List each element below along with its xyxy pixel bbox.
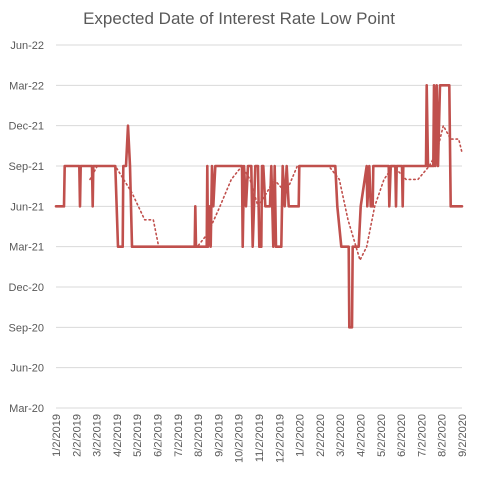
y-tick-label: Mar-22: [9, 80, 44, 92]
y-tick-label: Jun-20: [10, 363, 44, 375]
y-tick-label: Mar-21: [9, 242, 44, 254]
x-tick-label: 11/2/2019: [254, 414, 266, 462]
x-tick-label: 10/2/2019: [234, 414, 246, 463]
x-tick-label: 3/2/2019: [92, 414, 104, 457]
y-tick-label: Jun-21: [10, 201, 44, 213]
series-line-solid: [54, 84, 464, 329]
x-tick-label: 8/2/2020: [437, 414, 449, 457]
x-tick-label: 7/2/2020: [416, 414, 428, 457]
y-tick-label: Sep-20: [9, 322, 44, 334]
y-tick-label: Mar-20: [9, 403, 44, 415]
x-tick-label: 7/2/2019: [173, 414, 185, 457]
y-tick-label: Jun-22: [10, 40, 44, 52]
x-tick-label: 1/2/2020: [295, 414, 307, 457]
y-tick-label: Dec-20: [9, 282, 44, 294]
x-tick-label: 4/2/2019: [112, 414, 124, 457]
x-axis-tick-labels: 1/2/2019 2/2/2019 3/2/2019 4/2/2019 5/2/2019…: [51, 414, 469, 463]
series-lines: [54, 84, 464, 329]
x-tick-label: 2/2/2020: [315, 414, 327, 457]
x-tick-label: 2/2/2019: [71, 414, 83, 457]
y-axis-tick-labels: Jun-22 Mar-22 Dec-21 Sep-21 Jun-21 Mar-21 Dec-…: [9, 40, 44, 415]
x-tick-label: 1/2/2019: [51, 414, 63, 457]
x-tick-label: 6/2/2020: [396, 414, 408, 457]
x-tick-label: 4/2/2020: [356, 414, 368, 457]
x-tick-label: 6/2/2019: [153, 414, 165, 457]
x-tick-label: 12/2/2019: [274, 414, 286, 463]
x-tick-label: 3/2/2020: [335, 414, 347, 457]
series-line-dotted: [89, 124, 463, 261]
x-tick-label: 9/2/2019: [213, 414, 225, 457]
x-tick-label: 5/2/2020: [376, 414, 388, 457]
y-tick-label: Dec-21: [9, 121, 44, 133]
x-tick-label: 8/2/2019: [193, 414, 205, 457]
x-tick-label: 9/2/2020: [457, 414, 469, 457]
x-tick-label: 5/2/2019: [132, 414, 144, 457]
y-tick-label: Sep-21: [9, 161, 44, 173]
chart-title: Expected Date of Interest Rate Low Point: [83, 9, 395, 28]
